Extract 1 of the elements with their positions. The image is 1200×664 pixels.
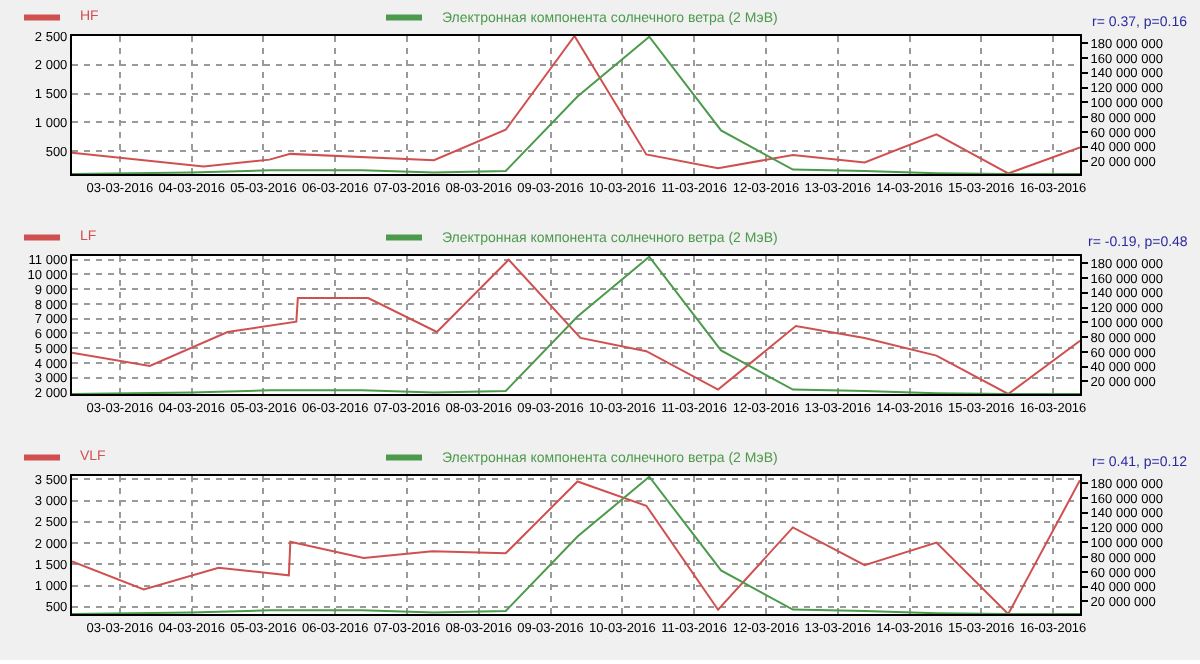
line-series: [72, 36, 1080, 174]
